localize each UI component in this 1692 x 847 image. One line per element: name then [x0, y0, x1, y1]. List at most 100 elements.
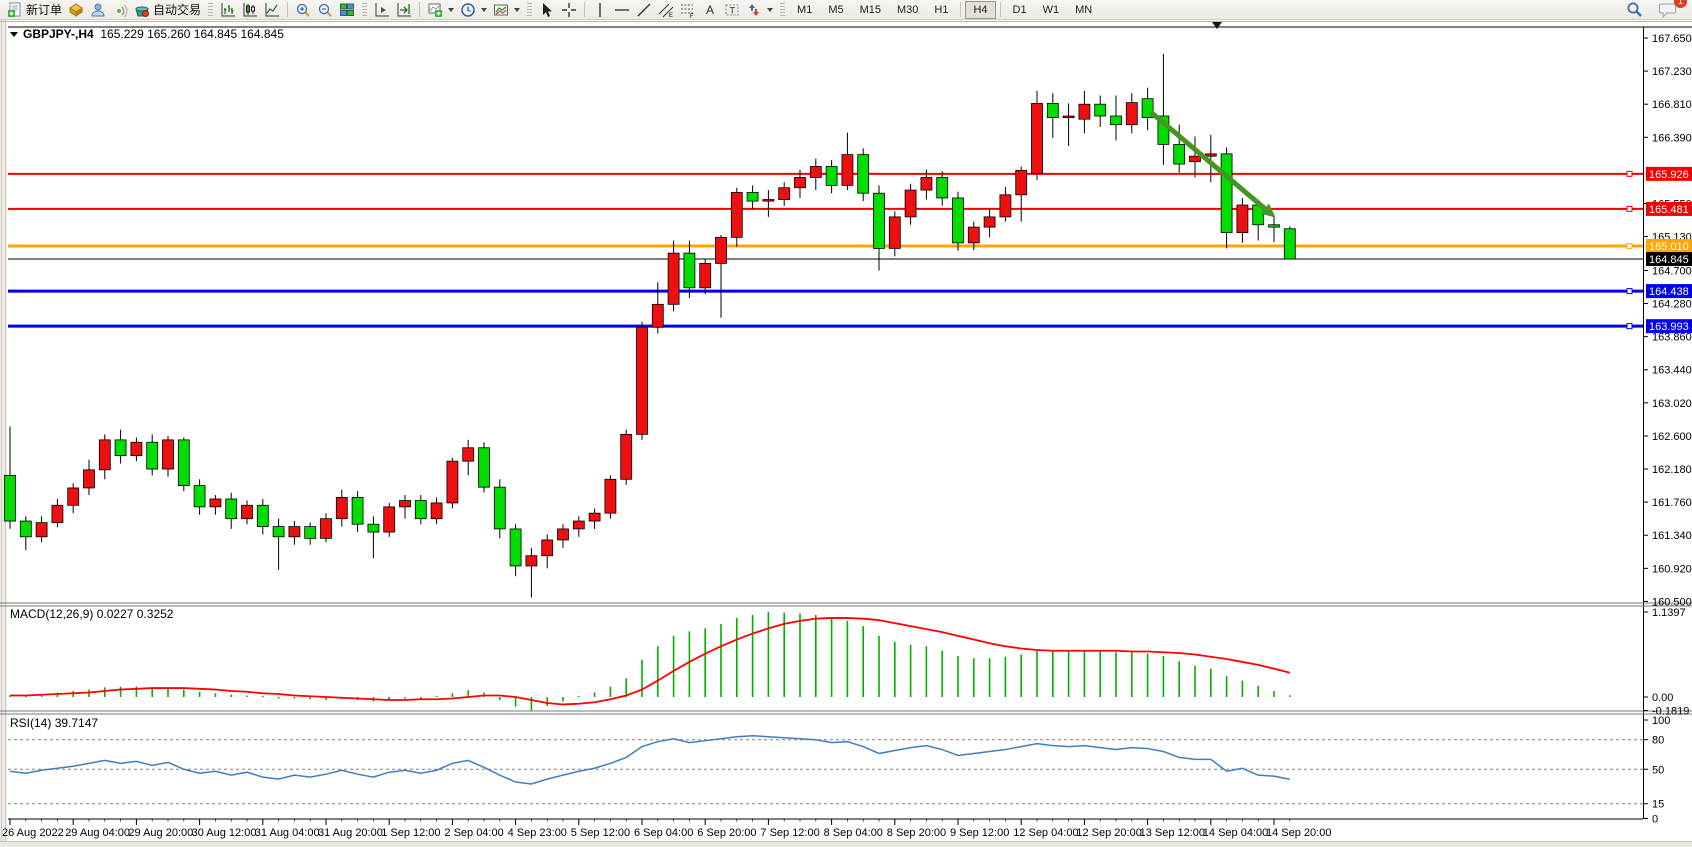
price-tag-label: 164.845: [1649, 254, 1689, 266]
timeframe-button-h1[interactable]: H1: [926, 1, 956, 19]
candle: [952, 197, 964, 244]
timeframe-button-h4[interactable]: H4: [965, 0, 996, 19]
text-icon: A: [706, 3, 714, 17]
candle: [177, 439, 190, 486]
timeframe-button-w1[interactable]: W1: [1035, 1, 1068, 19]
candlestick-icon: [243, 2, 258, 16]
candle: [493, 486, 506, 530]
line-handle[interactable]: [1626, 205, 1633, 212]
signal-icon: [117, 4, 128, 17]
macd-values: 0.0227 0.3252: [96, 607, 174, 621]
candle: [620, 433, 633, 480]
price-axis-label: 161.760: [1652, 497, 1692, 509]
clock-icon: [461, 2, 475, 17]
timeframe-button-m5[interactable]: M5: [820, 1, 851, 19]
timeframe-button-d1[interactable]: D1: [1005, 1, 1035, 19]
timeframe-toolbar: M1 M5 M15 M30 H1 H4 D1 W1 MN: [789, 0, 1100, 19]
candle: [778, 187, 791, 200]
candle: [19, 520, 32, 538]
timeframe-button-m1[interactable]: M1: [789, 1, 820, 19]
cursor-icon: [543, 2, 553, 17]
arrows-button[interactable]: [743, 1, 776, 19]
price-axis-label: 161.340: [1652, 530, 1692, 542]
trend-arrow-head[interactable]: [1260, 203, 1276, 218]
price-tag-label: 164.438: [1649, 286, 1689, 298]
zoom-in-button[interactable]: [292, 1, 314, 19]
label-letter: T: [730, 5, 736, 15]
timeframe-button-m15[interactable]: M15: [852, 1, 889, 19]
candle: [825, 166, 838, 186]
rsi-axis-label: 0: [1652, 814, 1658, 826]
crosshair-icon: [562, 2, 577, 17]
line-handle[interactable]: [1626, 323, 1633, 330]
macd-signal-line: [10, 617, 1291, 706]
auto-scroll-button[interactable]: [371, 1, 393, 19]
candle: [320, 518, 332, 539]
templates-button[interactable]: [490, 1, 523, 19]
candle: [983, 216, 996, 228]
time-axis-label: 8 Sep 04:00: [824, 827, 883, 839]
label-icon: T: [725, 4, 739, 15]
candle: [67, 487, 80, 506]
candle: [1220, 153, 1233, 234]
chart-canvas[interactable]: 167.650167.230166.810166.390165.550165.1…: [0, 20, 1692, 847]
price-tag: [1646, 252, 1692, 267]
rsi-axis-label: 100: [1652, 715, 1670, 727]
candle: [1062, 115, 1075, 119]
trend-arrow[interactable]: [1149, 110, 1270, 214]
line-handle[interactable]: [1626, 288, 1633, 295]
line-handle[interactable]: [1626, 243, 1633, 250]
price-axis-label: 167.230: [1652, 66, 1692, 78]
zoom-in-icon: [296, 3, 310, 17]
periods-button[interactable]: [457, 1, 490, 19]
cursor-button[interactable]: [536, 1, 558, 19]
signals-button[interactable]: [109, 1, 131, 19]
search-button[interactable]: [1623, 1, 1646, 19]
timeframe-button-m30[interactable]: M30: [889, 1, 926, 19]
candle: [572, 520, 585, 530]
new-order-button[interactable]: 新订单: [4, 1, 65, 19]
text-label-button[interactable]: T: [721, 1, 743, 19]
candle: [256, 504, 269, 527]
dropdown-arrow-icon: [767, 7, 774, 12]
candle: [873, 192, 885, 249]
bar-chart-button[interactable]: [217, 1, 239, 19]
trendline-button[interactable]: [633, 1, 655, 19]
candle: [841, 154, 854, 186]
candle: [683, 252, 696, 289]
community-button[interactable]: [87, 1, 109, 19]
macd-axis-label: 0.00: [1652, 692, 1673, 704]
chart-shift-button[interactable]: [393, 1, 415, 19]
mql-button[interactable]: [65, 1, 87, 19]
horizontal-line-button[interactable]: [611, 1, 633, 19]
text-letter: A: [706, 3, 714, 17]
fibonacci-button[interactable]: F: [677, 1, 699, 19]
notification-badge[interactable]: 1: [1674, 0, 1687, 8]
candle: [1268, 224, 1280, 228]
trendline-icon: [637, 3, 651, 16]
price-tag: [1646, 319, 1692, 334]
zoom-out-button[interactable]: [314, 1, 336, 19]
fibonacci-icon: F: [681, 4, 694, 18]
line-handle[interactable]: [1626, 170, 1633, 177]
timeframe-button-mn[interactable]: MN: [1067, 1, 1100, 19]
crosshair-button[interactable]: [558, 1, 580, 19]
macd-axis-label: -0.1819: [1652, 706, 1689, 718]
candle: [114, 439, 127, 457]
auto-trading-button[interactable]: 自动交易: [131, 1, 204, 19]
price-axis-label: 164.280: [1652, 299, 1692, 311]
chart-shift-marker[interactable]: [1212, 22, 1222, 29]
text-button[interactable]: A: [699, 1, 721, 19]
equidistant-channel-button[interactable]: E: [655, 1, 677, 19]
line-chart-button[interactable]: [261, 1, 283, 19]
candle: [1078, 103, 1091, 120]
time-axis-label: 31 Aug 20:00: [318, 827, 383, 839]
tile-windows-button[interactable]: [336, 1, 358, 19]
candlestick-chart-button[interactable]: [239, 1, 261, 19]
candle: [1141, 98, 1154, 118]
vertical-line-button[interactable]: [589, 1, 611, 19]
chart-menu-icon[interactable]: [10, 32, 18, 38]
new-chart-button[interactable]: [424, 1, 457, 19]
time-axis-label: 12 Sep 20:00: [1076, 827, 1141, 839]
time-axis-label: 14 Sep 04:00: [1203, 827, 1268, 839]
